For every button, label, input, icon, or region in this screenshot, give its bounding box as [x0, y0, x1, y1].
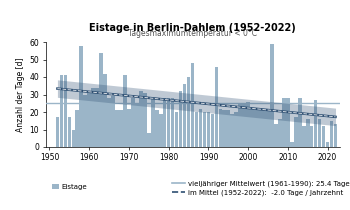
- Bar: [226, 110, 230, 147]
- Bar: [330, 121, 333, 147]
- Bar: [95, 88, 99, 147]
- Bar: [183, 84, 186, 147]
- Bar: [151, 98, 155, 147]
- Bar: [99, 52, 103, 147]
- Bar: [254, 110, 258, 147]
- Bar: [167, 98, 170, 147]
- Bar: [135, 103, 139, 147]
- Bar: [159, 114, 162, 147]
- Bar: [88, 93, 91, 147]
- Bar: [306, 119, 309, 147]
- Bar: [195, 112, 198, 147]
- Bar: [211, 114, 214, 147]
- Y-axis label: Anzahl der Tage [d]: Anzahl der Tage [d]: [16, 57, 25, 132]
- Bar: [199, 109, 202, 147]
- Bar: [334, 124, 337, 147]
- Bar: [187, 77, 190, 147]
- Text: Tagesmaximumtemperatur < 0°C: Tagesmaximumtemperatur < 0°C: [128, 29, 257, 38]
- Bar: [123, 75, 127, 147]
- Bar: [238, 103, 242, 147]
- Bar: [175, 112, 178, 147]
- Bar: [274, 124, 278, 147]
- Bar: [191, 63, 194, 147]
- Bar: [155, 110, 159, 147]
- Bar: [318, 119, 321, 147]
- Bar: [310, 126, 314, 147]
- Bar: [68, 117, 71, 147]
- Bar: [278, 119, 282, 147]
- Bar: [302, 126, 306, 147]
- Bar: [314, 100, 317, 147]
- Bar: [119, 110, 123, 147]
- Bar: [322, 126, 326, 147]
- Bar: [56, 117, 59, 147]
- Bar: [139, 91, 143, 147]
- Bar: [203, 112, 206, 147]
- Bar: [91, 88, 95, 147]
- Bar: [294, 117, 298, 147]
- Bar: [60, 75, 63, 147]
- Bar: [107, 98, 111, 147]
- Bar: [270, 44, 274, 147]
- Bar: [215, 67, 218, 147]
- Bar: [230, 114, 234, 147]
- Bar: [298, 98, 302, 147]
- Bar: [250, 109, 254, 147]
- Bar: [290, 142, 294, 147]
- Bar: [143, 93, 147, 147]
- Bar: [127, 109, 131, 147]
- Title: Eistage in Berlin-Dahlem (1952-2022): Eistage in Berlin-Dahlem (1952-2022): [89, 23, 296, 33]
- Bar: [79, 46, 83, 147]
- Bar: [266, 109, 270, 147]
- Bar: [163, 98, 167, 147]
- Bar: [262, 110, 266, 147]
- Bar: [83, 94, 87, 147]
- Bar: [147, 133, 150, 147]
- Bar: [234, 112, 238, 147]
- Bar: [282, 98, 286, 147]
- Bar: [76, 110, 79, 147]
- Bar: [111, 96, 115, 147]
- Bar: [242, 103, 246, 147]
- Bar: [286, 98, 290, 147]
- Bar: [179, 91, 182, 147]
- Bar: [71, 130, 75, 147]
- Bar: [218, 109, 222, 147]
- Bar: [246, 101, 250, 147]
- Bar: [258, 109, 262, 147]
- Bar: [103, 74, 107, 147]
- Bar: [223, 110, 226, 147]
- Bar: [206, 112, 210, 147]
- Bar: [326, 142, 329, 147]
- Bar: [64, 75, 67, 147]
- Bar: [131, 98, 135, 147]
- Bar: [115, 110, 119, 147]
- Bar: [171, 98, 174, 147]
- Legend: vieljähriger Mittelwert (1961-1990): 25.4 Tage, im Mittel (1952-2022):  -2.0 Tag: vieljähriger Mittelwert (1961-1990): 25.…: [173, 181, 349, 196]
